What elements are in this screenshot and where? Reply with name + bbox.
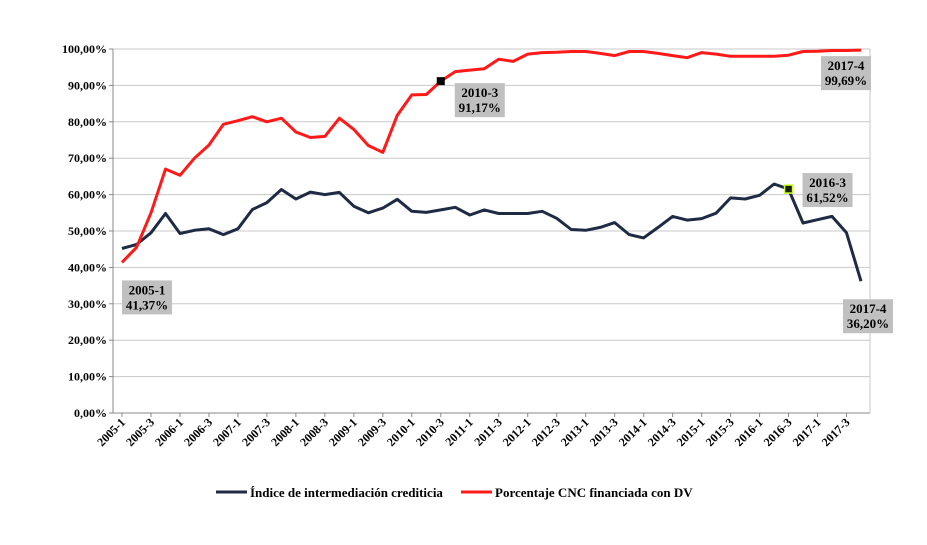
x-tick-label: 2008-1 [268, 415, 302, 449]
x-tick-label: 2010-1 [384, 415, 418, 449]
x-tick-label: 2011-3 [471, 415, 504, 448]
y-tick-label: 80,00% [68, 115, 107, 129]
x-tick-label: 2016-1 [732, 415, 766, 449]
x-tick-label: 2005-3 [123, 415, 157, 449]
annotation-value: 99,69% [825, 73, 867, 88]
series-lines [120, 48, 863, 282]
annotation-period: 2016-3 [809, 175, 846, 190]
x-tick-label: 2008-3 [297, 415, 331, 449]
annotation-period: 2017-4 [828, 58, 865, 73]
x-tick-label: 2013-3 [587, 415, 621, 449]
x-tick-label: 2014-1 [616, 415, 650, 449]
x-tick-label: 2014-3 [645, 415, 679, 449]
x-tick-label: 2006-3 [181, 415, 215, 449]
annotations: 2005-141,37%2010-391,17%2017-499,69%2016… [122, 56, 893, 334]
annotation-markers [436, 77, 794, 194]
x-tick-label: 2015-3 [703, 415, 737, 449]
x-tick-label: 2017-1 [790, 415, 824, 449]
annotation-value: 41,37% [126, 297, 168, 312]
y-tick-label: 90,00% [68, 78, 107, 92]
x-tick-label: 2012-3 [529, 415, 563, 449]
x-tick-label: 2015-1 [674, 415, 708, 449]
annotation-period: 2005-1 [129, 282, 166, 297]
y-tick-label: 70,00% [68, 151, 107, 165]
annotation-period: 2010-3 [461, 85, 498, 100]
x-tick-label: 2006-1 [152, 415, 186, 449]
annotation-box [122, 280, 172, 315]
x-tick-label: 2012-1 [500, 415, 534, 449]
annotation-box [821, 56, 871, 91]
y-tick-label: 100,00% [62, 42, 107, 56]
series-line-cnc-dv [120, 48, 862, 264]
annotation-box [454, 83, 505, 118]
annotation-value: 36,20% [847, 316, 889, 331]
x-tick-label: 2017-3 [819, 415, 853, 449]
annotation-box [843, 299, 893, 334]
annotation-marker [783, 184, 794, 194]
x-tick-label: 2011-1 [442, 415, 475, 448]
axes [109, 48, 871, 417]
y-tick-label: 10,00% [68, 370, 107, 384]
x-tick-label: 2007-1 [210, 415, 244, 449]
annotation-box [802, 173, 853, 208]
x-tick-label: 2013-1 [558, 415, 592, 449]
y-tick-label: 40,00% [68, 260, 107, 274]
y-tick-label: 60,00% [68, 188, 107, 202]
x-tick-label: 2009-1 [326, 415, 360, 449]
legend-label-intermediacion: Índice de intermediación crediticia [250, 485, 443, 500]
x-tick-label: 2010-3 [413, 415, 447, 449]
x-tick-label: 2016-3 [761, 415, 795, 449]
y-tick-label: 50,00% [68, 224, 107, 238]
annotation-period: 2017-4 [850, 301, 887, 316]
y-tick-label: 0,00% [74, 406, 107, 420]
y-tick-label: 30,00% [68, 297, 107, 311]
x-tick-label: 2007-3 [239, 415, 273, 449]
legend-label-cnc-dv: Porcentaje CNC financiada con DV [495, 485, 693, 500]
annotation-value: 61,52% [806, 190, 848, 205]
y-tick-label: 20,00% [68, 333, 107, 347]
annotation-value: 91,17% [459, 100, 501, 115]
x-axis-ticks: 2005-12005-32006-12006-32007-12007-32008… [94, 415, 852, 449]
y-axis-ticks: 0,00% 10,00% 20,00% 30,00% 40,00% 50,00% 60,00… [62, 42, 107, 420]
series-line-intermediacion [121, 182, 863, 282]
x-tick-label: 2009-3 [355, 415, 389, 449]
x-tick-label: 2005-1 [94, 415, 128, 449]
legend: Índice de intermediación crediticia Porc… [216, 485, 693, 500]
annotation-marker [436, 77, 445, 86]
